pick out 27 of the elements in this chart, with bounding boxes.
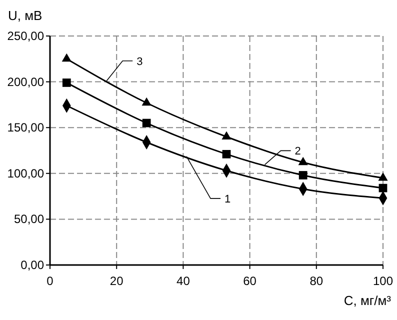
point bbox=[222, 131, 232, 140]
point bbox=[62, 78, 71, 87]
legend-label: 2 bbox=[294, 146, 301, 158]
y-tick-label: 100,00 bbox=[7, 166, 44, 180]
x-tick-label: 100 bbox=[372, 274, 394, 288]
x-axis-title: C, мг/м³ bbox=[344, 293, 392, 308]
series-label: 1 bbox=[224, 193, 231, 206]
point bbox=[298, 156, 308, 166]
text: 3 bbox=[136, 56, 143, 68]
y-tick-label: 50,00 bbox=[14, 212, 44, 226]
x-tick-label: 60 bbox=[243, 274, 257, 288]
y-tick-label: 0,00 bbox=[20, 258, 44, 272]
point bbox=[298, 171, 308, 180]
x-tick-label: 20 bbox=[110, 274, 124, 288]
point bbox=[62, 53, 72, 62]
point bbox=[378, 172, 388, 181]
point bbox=[142, 97, 152, 106]
y-tick-label: 200,00 bbox=[7, 74, 44, 89]
point bbox=[142, 118, 151, 128]
x-tick-label: 80 bbox=[310, 274, 324, 288]
point bbox=[222, 150, 231, 158]
point bbox=[378, 184, 388, 192]
x-tick-label: 40 bbox=[176, 274, 190, 288]
x-tick-label: 0 bbox=[46, 274, 54, 288]
y-tick-label: 150,00 bbox=[7, 120, 44, 135]
y-tick-label: 250,00 bbox=[7, 29, 44, 43]
y-axis-title: U, мВ bbox=[8, 8, 42, 23]
